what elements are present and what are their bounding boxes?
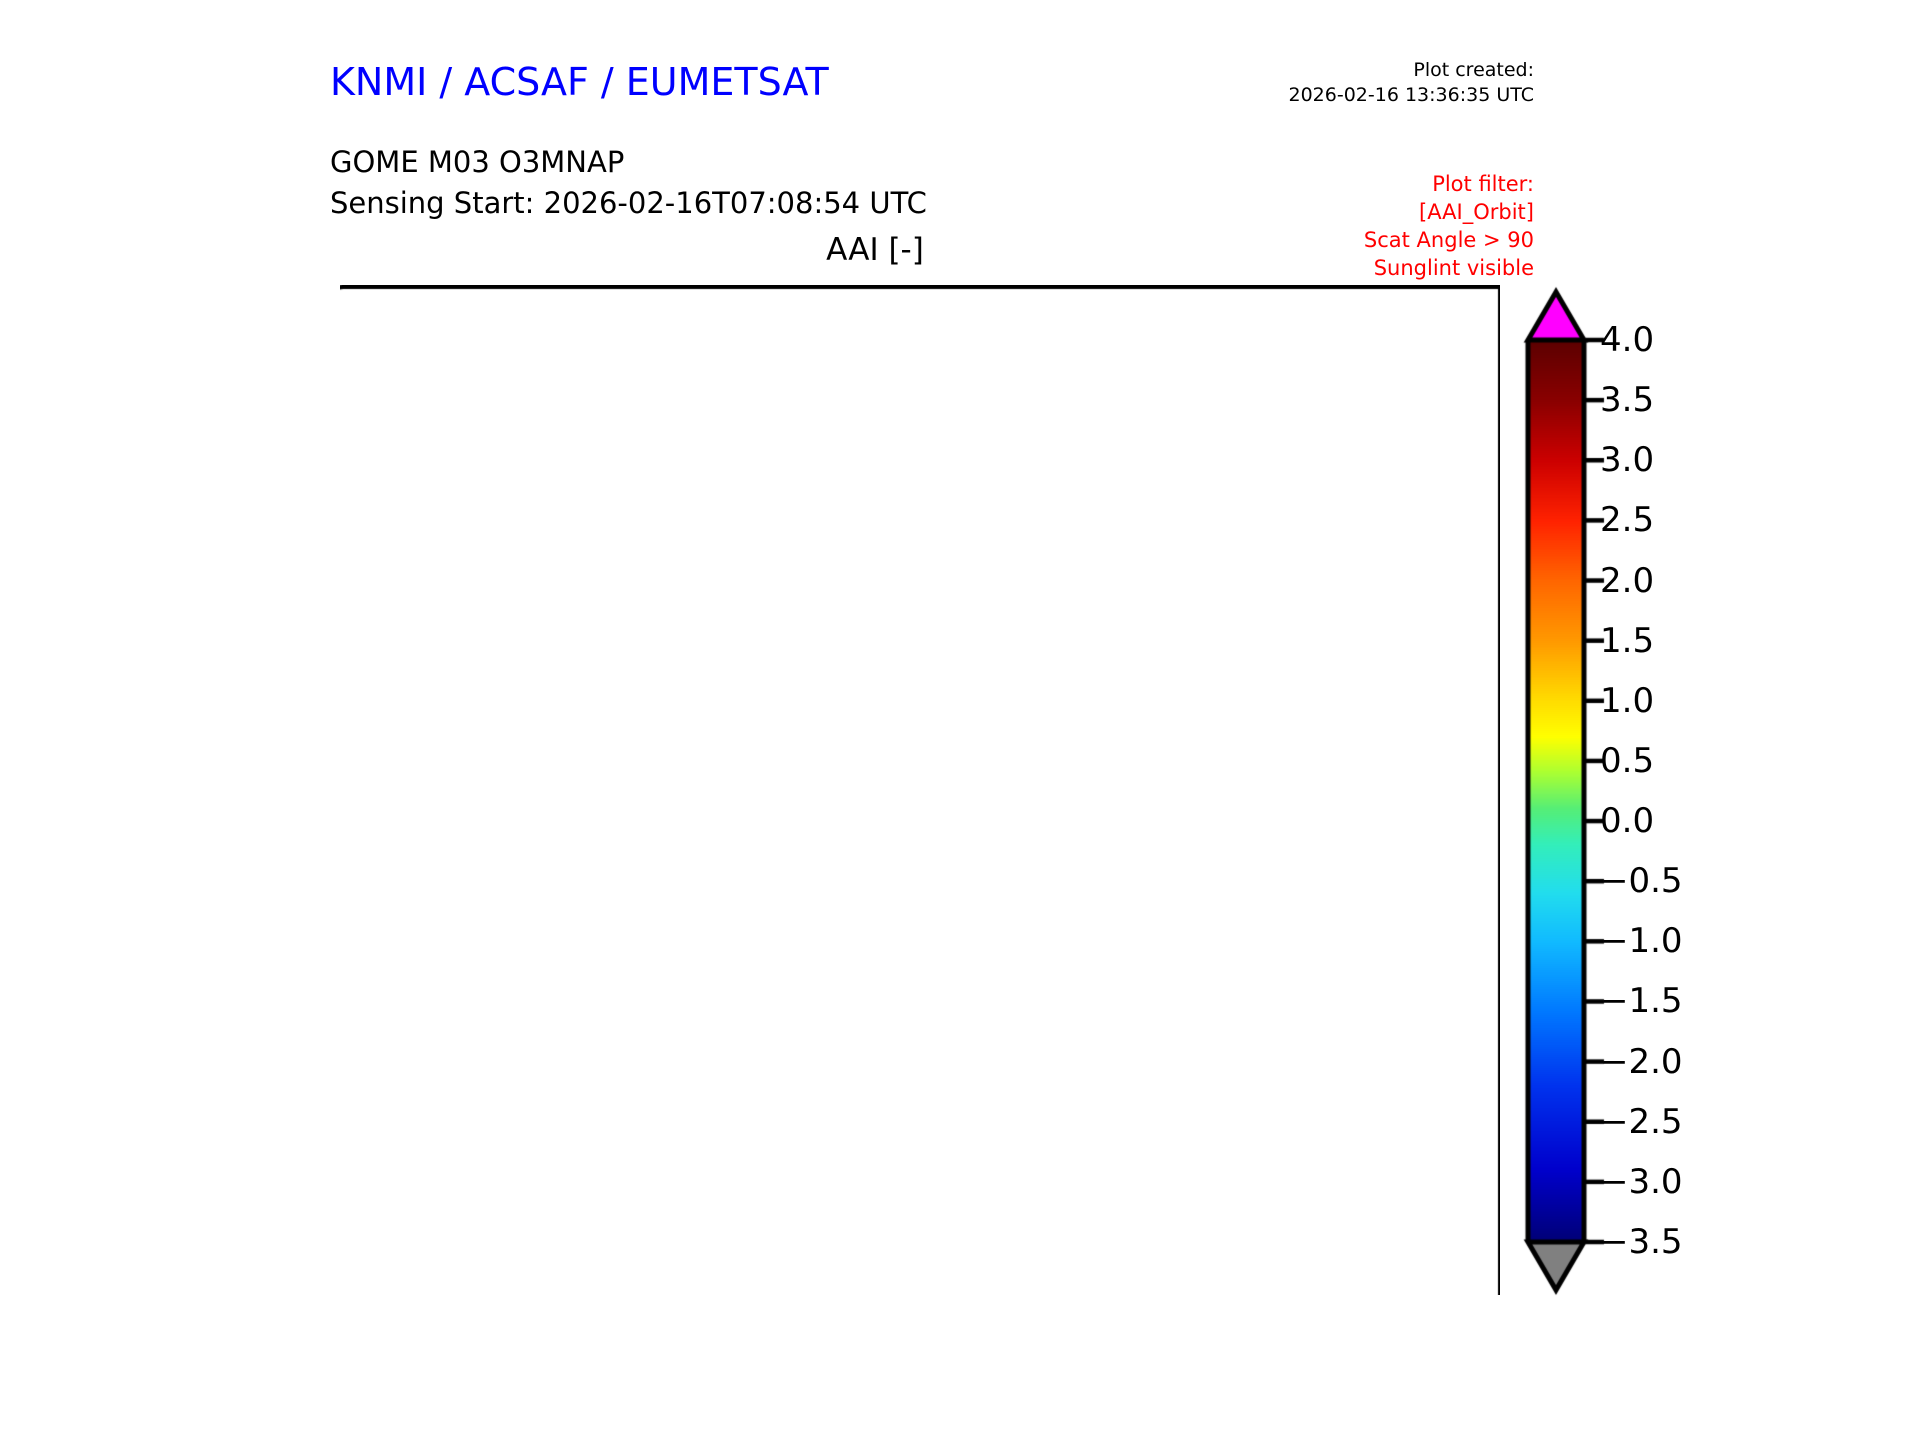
colorbar: 4.0 3.5 3.0 2.5 2.0 1.5 1.0 0.5 0.0 −0.5 −1.0 −1.5 −… (1522, 286, 1852, 1296)
plot-filter-name: [AAI_Orbit] (1419, 200, 1534, 224)
colorbar-tick-label: −2.0 (1600, 1041, 1683, 1082)
product-info-block: GOME M03 O3MNAP Sensing Start: 2026-02-1… (330, 142, 927, 224)
plot-filter-block: Plot filter: [AAI_Orbit] Scat Angle > 90… (1364, 170, 1534, 282)
colorbar-tick-label: 0.5 (1600, 740, 1655, 781)
colorbar-tick-label: −1.5 (1600, 981, 1683, 1022)
colorbar-tick-label: 4.0 (1600, 320, 1655, 360)
plot-title: AAI [-] (0, 232, 1870, 268)
plot-title-text: AAI [-] (826, 232, 924, 268)
colorbar-tick-label: 1.0 (1600, 680, 1655, 721)
organization-title: KNMI / ACSAF / EUMETSAT (330, 60, 829, 104)
colorbar-gradient (1522, 286, 1642, 1296)
plot-created-label: Plot created: (1413, 59, 1534, 81)
colorbar-tick-label: 2.0 (1600, 560, 1655, 601)
plot-filter-condition: Scat Angle > 90 (1363, 228, 1534, 252)
product-name: GOME M03 O3MNAP (330, 145, 625, 179)
colorbar-tick-label: −1.0 (1600, 921, 1683, 962)
colorbar-tick-label: −2.5 (1600, 1101, 1683, 1142)
plot-created-block: Plot created: 2026-02-16 13:36:35 UTC (1289, 58, 1535, 108)
colorbar-tick-label: 3.5 (1600, 380, 1655, 421)
plot-created-value: 2026-02-16 13:36:35 UTC (1288, 84, 1535, 106)
colorbar-tick-label: 2.5 (1600, 500, 1655, 541)
colorbar-tick-label: −3.0 (1600, 1161, 1683, 1202)
colorbar-tick-label: 3.0 (1600, 440, 1655, 481)
colorbar-tick-label: −3.5 (1600, 1222, 1683, 1262)
plot-filter-label: Plot filter: (1432, 172, 1534, 196)
aai-swath-map (340, 285, 1500, 1295)
colorbar-tick-label: 1.5 (1600, 620, 1655, 661)
sensing-start: Sensing Start: 2026-02-16T07:08:54 UTC (330, 186, 927, 220)
map-panel (340, 285, 1500, 1295)
plot-filter-note: Sunglint visible (1373, 256, 1534, 280)
colorbar-tick-label: −0.5 (1600, 861, 1683, 902)
colorbar-tick-label: 0.0 (1600, 801, 1655, 842)
